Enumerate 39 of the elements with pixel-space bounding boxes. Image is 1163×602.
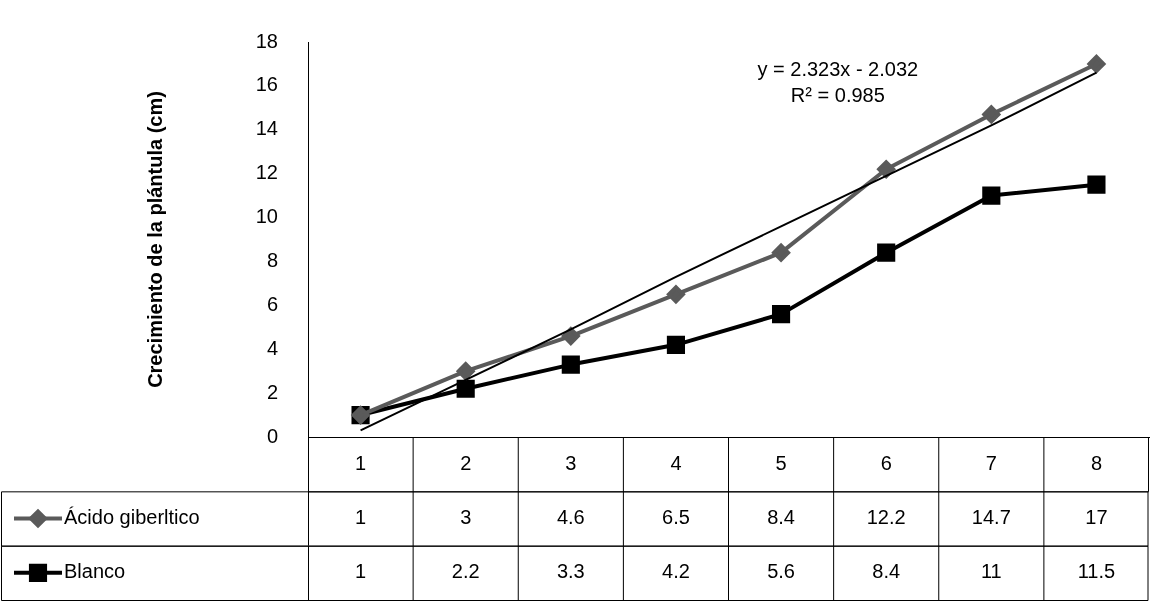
legend-label: Blanco: [64, 560, 126, 583]
data-label: 2.2: [451, 560, 480, 583]
data-label: 5.6: [767, 560, 795, 583]
y-tick-label: 8: [266, 248, 278, 271]
data-label: 17: [1085, 506, 1108, 529]
data-label: 8.4: [767, 506, 795, 529]
annotation: y = 2.323x - 2.032: [757, 57, 919, 80]
x-tick-label: 1: [355, 451, 367, 474]
data-label: 6.5: [662, 506, 690, 529]
y-tick-label: 0: [266, 424, 278, 447]
annotation: R² = 0.985: [790, 83, 885, 106]
data-label: 1: [355, 560, 367, 583]
x-tick-label: 5: [775, 451, 787, 474]
y-tick-label: 4: [266, 336, 278, 359]
data-label: 3.3: [556, 560, 585, 583]
y-axis-title: Crecimiento de la plántula (cm): [143, 91, 166, 388]
x-tick-label: 3: [565, 451, 577, 474]
y-tick-label: 6: [266, 292, 278, 315]
y-tick-label: 16: [255, 73, 278, 96]
x-tick-label: 8: [1090, 451, 1102, 474]
x-tick-label: 7: [985, 451, 997, 474]
data-label: 14.7: [971, 506, 1011, 529]
x-tick-label: 2: [460, 451, 472, 474]
data-label: 4.6: [556, 506, 585, 529]
legend-label: Ácido giberltico: [64, 506, 200, 529]
data-label: 12.2: [866, 506, 906, 529]
data-label: 8.4: [872, 560, 901, 583]
y-tick-label: 12: [255, 161, 278, 184]
data-label: 4.2: [662, 560, 690, 583]
y-tick-label: 10: [255, 205, 278, 228]
data-label: 11.5: [1077, 560, 1116, 583]
x-tick-label: 4: [670, 451, 682, 474]
y-tick-label: 14: [255, 117, 278, 140]
data-label: 1: [355, 506, 367, 529]
data-label: 11: [980, 560, 1002, 583]
data-label: 3: [460, 506, 472, 529]
y-tick-label: 2: [266, 380, 278, 403]
x-tick-label: 6: [880, 451, 892, 474]
y-tick-label: 18: [255, 29, 278, 52]
